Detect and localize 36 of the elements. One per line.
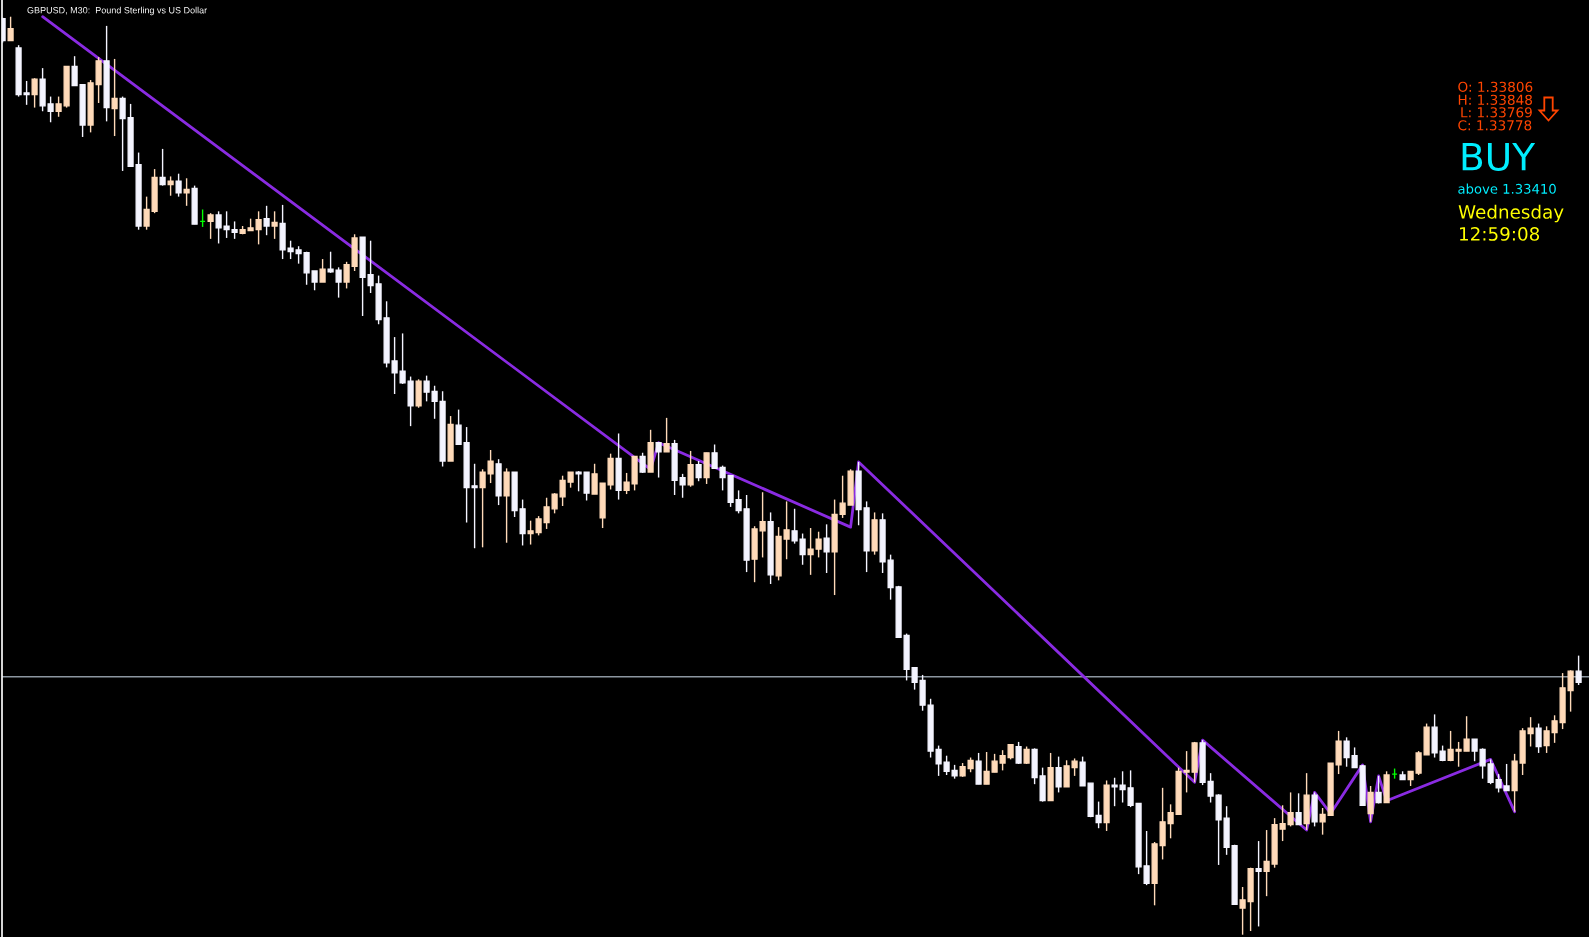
candlestick bbox=[1055, 755, 1062, 794]
candlestick bbox=[639, 452, 646, 474]
candlestick bbox=[823, 523, 830, 574]
candlestick bbox=[31, 77, 38, 109]
candlestick bbox=[1535, 722, 1542, 754]
candlestick bbox=[1575, 654, 1582, 686]
candlestick bbox=[159, 148, 166, 187]
annotation: L: 1.33769 bbox=[1461, 107, 1532, 118]
candlestick bbox=[167, 175, 174, 197]
annotation: Wednesday bbox=[1458, 204, 1564, 223]
candlestick bbox=[183, 177, 190, 207]
annotation: C: 1.33778 bbox=[1458, 120, 1532, 131]
candlestick bbox=[687, 450, 694, 488]
annotation: O: 1.33806 bbox=[1458, 81, 1533, 92]
candlestick bbox=[695, 460, 702, 482]
candlestick bbox=[111, 58, 118, 137]
candlestick bbox=[975, 752, 982, 785]
candlestick bbox=[655, 441, 662, 479]
candlestick bbox=[1255, 840, 1262, 928]
annotation: H: 1.33848 bbox=[1458, 94, 1532, 105]
candlestick bbox=[7, 16, 14, 42]
candlestick bbox=[175, 172, 182, 198]
chart-title: GBPUSD, M30: Pound Sterling vs US Dollar bbox=[27, 6, 207, 16]
annotation: 12:59:08 bbox=[1460, 226, 1540, 241]
candlestick bbox=[1375, 775, 1382, 805]
candlestick bbox=[663, 417, 670, 453]
candlestick bbox=[207, 212, 214, 240]
candlestick bbox=[319, 258, 326, 283]
candlestick bbox=[503, 467, 510, 544]
candlestick bbox=[1015, 741, 1022, 765]
candlestick bbox=[271, 210, 278, 240]
annotation: above 1.33410 bbox=[1458, 183, 1556, 194]
annotation: BUY bbox=[1462, 143, 1536, 171]
candlestick bbox=[1367, 785, 1374, 823]
candlestick bbox=[1295, 792, 1302, 826]
candlestick bbox=[263, 205, 270, 236]
